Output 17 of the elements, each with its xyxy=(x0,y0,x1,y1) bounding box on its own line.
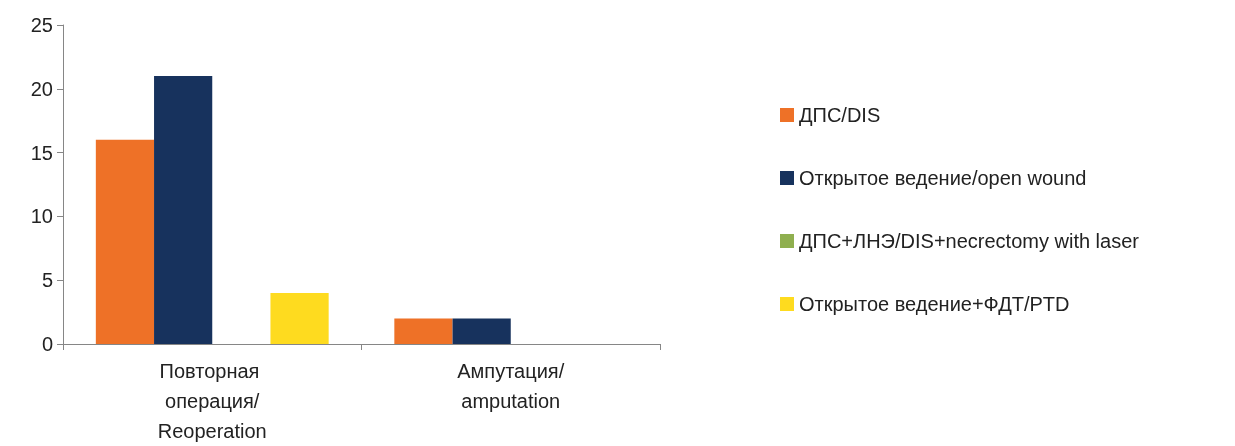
bar xyxy=(154,76,213,344)
y-tick-label: 20 xyxy=(30,77,53,100)
y-tick-label: 10 xyxy=(30,205,53,228)
x-tick-label: Ампутация/amputation xyxy=(457,360,565,412)
legend-label: Открытое ведение/open wound xyxy=(799,167,1087,189)
bar xyxy=(270,292,329,344)
y-tick-label: 15 xyxy=(30,141,53,164)
bar xyxy=(452,318,511,344)
bar xyxy=(394,318,453,344)
legend-label: Открытое ведение+ФДТ/PTD xyxy=(799,293,1070,315)
y-tick-label: 5 xyxy=(41,269,53,292)
bar xyxy=(95,139,155,344)
x-tick-label: Повторная операция/Reoperation xyxy=(157,360,267,442)
legend-label: ДПС/DIS xyxy=(799,104,881,126)
legend-label: ДПС+ЛНЭ/DIS+necrectomy with laser xyxy=(799,230,1140,252)
y-tick-label: 25 xyxy=(30,14,53,36)
y-tick-label: 0 xyxy=(41,333,53,355)
